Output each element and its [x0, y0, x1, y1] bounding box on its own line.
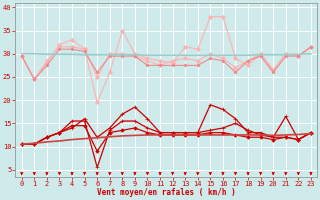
- X-axis label: Vent moyen/en rafales ( km/h ): Vent moyen/en rafales ( km/h ): [97, 188, 236, 197]
